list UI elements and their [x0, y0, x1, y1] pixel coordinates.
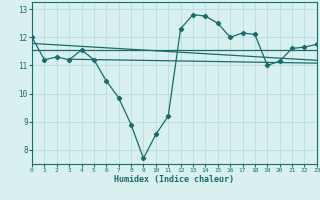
X-axis label: Humidex (Indice chaleur): Humidex (Indice chaleur) [115, 175, 234, 184]
